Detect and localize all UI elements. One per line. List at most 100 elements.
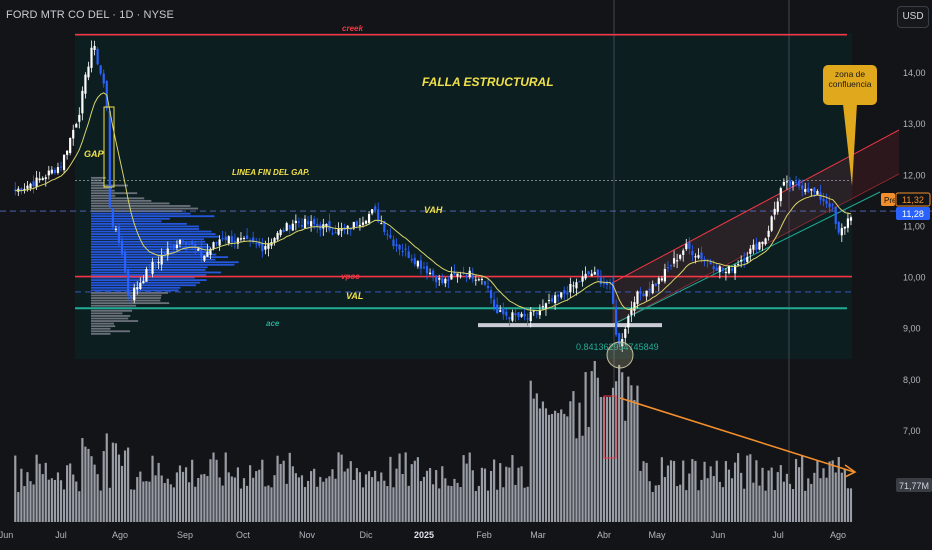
volume-bar xyxy=(761,467,764,522)
candles xyxy=(14,40,853,353)
candle-body xyxy=(84,74,87,94)
profile-bar xyxy=(91,302,170,305)
candle-body xyxy=(313,218,316,225)
volume-bar xyxy=(758,485,761,522)
volume-bar xyxy=(718,481,721,522)
volume-bar xyxy=(361,487,365,522)
candle-body xyxy=(56,167,60,173)
candle-body xyxy=(560,292,563,298)
candle-body xyxy=(123,252,127,273)
profile-bar xyxy=(91,304,137,307)
volume-bar xyxy=(133,489,136,522)
candle-body xyxy=(660,278,663,281)
volume-bar xyxy=(706,478,709,522)
candle-body xyxy=(828,203,831,208)
candle-body xyxy=(288,225,291,230)
volume-bar xyxy=(432,484,435,522)
candle-body xyxy=(422,267,426,269)
profile-bar xyxy=(91,271,222,274)
candle-body xyxy=(69,138,72,153)
volume-bar xyxy=(596,377,599,522)
volume-bar xyxy=(239,488,243,522)
candle-body xyxy=(355,221,358,226)
volume-bar xyxy=(788,483,792,522)
confluence-callout: zona de confluencia xyxy=(823,65,877,105)
volume-bar xyxy=(743,488,746,522)
volume-bar xyxy=(261,459,264,522)
candle-body xyxy=(130,296,133,298)
volume-bar xyxy=(407,485,410,522)
pre-price-badge: 11,32 xyxy=(902,195,924,205)
volume-bar xyxy=(383,480,386,522)
time-tick-label: Jul xyxy=(55,530,67,540)
candle-body xyxy=(242,237,246,239)
candle-body xyxy=(517,312,520,318)
volume-bar xyxy=(605,397,609,522)
candle-body xyxy=(514,313,517,316)
candle-body xyxy=(75,123,78,128)
volume-bar xyxy=(328,476,331,522)
price-tick-label: 10,00 xyxy=(903,273,926,283)
volume-bar xyxy=(322,481,325,522)
price-tick-label: 14,00 xyxy=(903,68,926,78)
candle-body xyxy=(755,243,758,250)
volume-bar xyxy=(849,488,853,522)
volume-bar xyxy=(425,470,429,522)
volume-bar xyxy=(636,385,639,522)
volume-bar xyxy=(676,486,679,522)
volume-bar xyxy=(349,461,352,522)
volume-bar xyxy=(145,481,148,522)
profile-bar xyxy=(91,222,187,225)
candle-body xyxy=(212,242,215,249)
volume-bar xyxy=(215,459,218,522)
volume-bar xyxy=(837,457,840,522)
profile-bar xyxy=(91,217,170,220)
time-tick-label: Dic xyxy=(360,530,373,540)
volume-bar xyxy=(639,470,642,522)
profile-bar xyxy=(91,281,201,284)
candle-body xyxy=(66,150,69,155)
time-tick-label: 2025 xyxy=(414,530,434,540)
volume-bar xyxy=(166,478,169,522)
time-axis[interactable]: Jun Jul Ago Sep Oct Nov Dic 2025 Feb Mar Abr May Jun… xyxy=(0,530,846,540)
candle-body xyxy=(557,294,560,297)
candle-body xyxy=(303,218,307,229)
volume-bar xyxy=(17,491,20,522)
candle-body xyxy=(279,229,282,236)
candle-body xyxy=(712,266,715,270)
candle-body xyxy=(117,226,121,243)
volume-bar xyxy=(105,433,108,522)
volume-bar xyxy=(807,478,810,522)
candle-body xyxy=(178,239,182,244)
candle-body xyxy=(666,267,670,269)
candle-body xyxy=(785,181,789,183)
volume-bar xyxy=(114,443,118,522)
profile-bar xyxy=(91,279,207,282)
candle-body xyxy=(724,271,728,274)
candle-body xyxy=(618,333,621,345)
volume-bar xyxy=(206,476,209,522)
volume-bar xyxy=(575,438,578,522)
volume-bar xyxy=(184,467,188,522)
volume-bar xyxy=(688,473,691,522)
volume-bar xyxy=(410,464,413,522)
volume-bar xyxy=(511,455,514,522)
volume-bar xyxy=(151,455,154,522)
candle-body xyxy=(450,273,453,280)
volume-bar xyxy=(78,491,81,522)
time-tick-label: May xyxy=(648,530,666,540)
volume-bar xyxy=(730,478,734,522)
profile-bar xyxy=(91,176,107,179)
candle-body xyxy=(837,221,840,233)
candle-body xyxy=(416,261,419,267)
candle-body xyxy=(419,260,423,269)
price-axis[interactable]: 14,00 13,00 12,00 11,00 10,00 9,00 8,00 7,00 xyxy=(903,68,926,436)
volume-bar xyxy=(303,487,307,522)
currency-button[interactable]: USD xyxy=(897,6,929,28)
volume-bar xyxy=(581,435,584,522)
volume-bar xyxy=(444,478,447,522)
candle-body xyxy=(453,271,456,275)
volume-bar xyxy=(66,465,69,522)
volume-bar xyxy=(337,452,340,522)
